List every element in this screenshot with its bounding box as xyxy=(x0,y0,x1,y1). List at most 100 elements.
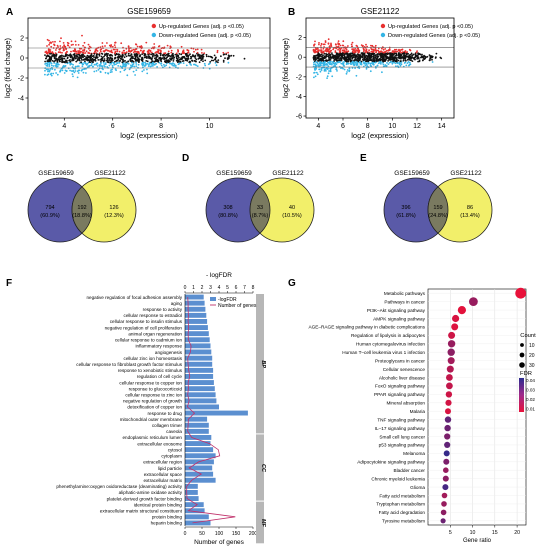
go-bar xyxy=(185,483,198,489)
ma-point xyxy=(317,52,320,55)
ma-point xyxy=(182,50,185,52)
ma-point xyxy=(358,67,361,70)
y-axis-label: log2 (fold change) xyxy=(281,37,290,98)
ma-point xyxy=(60,56,63,58)
ma-point xyxy=(351,50,354,53)
ma-point xyxy=(147,65,150,67)
top-tick-label: 3 xyxy=(209,285,212,291)
ma-point xyxy=(74,40,77,43)
ma-point xyxy=(196,65,199,67)
ma-point xyxy=(111,64,114,67)
ma-point xyxy=(165,59,168,62)
ma-point xyxy=(107,53,109,55)
ma-point xyxy=(172,52,174,55)
ma-point xyxy=(95,49,98,51)
ma-point xyxy=(91,62,93,65)
ma-point xyxy=(313,51,315,53)
ma-point xyxy=(339,54,342,56)
ma-point xyxy=(328,63,331,65)
legend-down-swatch xyxy=(380,32,386,38)
ma-point xyxy=(220,55,222,58)
go-term-label: extracellular matrix xyxy=(143,478,182,483)
ma-point xyxy=(67,67,70,70)
ma-point xyxy=(395,54,398,57)
ma-point xyxy=(131,61,133,64)
ma-point xyxy=(397,56,400,59)
ma-point xyxy=(314,40,316,43)
ma-point xyxy=(204,64,207,67)
fdr-legend-label: 0.02 xyxy=(526,397,535,402)
ma-point xyxy=(61,69,64,72)
x-tick-label: 15 xyxy=(492,530,498,536)
go-bar xyxy=(185,416,208,422)
ma-point xyxy=(173,63,176,66)
ma-point xyxy=(69,56,72,59)
ma-point xyxy=(122,46,124,49)
ma-point xyxy=(189,61,192,63)
ma-point xyxy=(411,60,414,62)
ma-point xyxy=(414,53,417,55)
ma-point xyxy=(69,59,71,61)
ma-point xyxy=(352,54,355,57)
ma-point xyxy=(55,49,57,51)
ma-point xyxy=(387,57,390,60)
ma-point xyxy=(165,61,168,64)
ma-point xyxy=(146,62,149,65)
ma-point xyxy=(320,61,323,64)
ma-point xyxy=(148,61,151,64)
pathway-bubble xyxy=(444,433,451,440)
ma-point xyxy=(134,54,136,57)
ma-point xyxy=(344,58,347,61)
ma-point xyxy=(52,72,55,75)
ma-point xyxy=(45,55,48,58)
ma-point xyxy=(318,68,321,71)
ma-point xyxy=(70,54,73,57)
ma-point xyxy=(222,59,225,62)
pathway-label: Bladder cancer xyxy=(393,468,425,473)
ma-point xyxy=(157,45,160,48)
panel-letter-e: E xyxy=(360,153,367,164)
ma-point xyxy=(75,55,78,57)
ma-point xyxy=(370,48,373,51)
ma-point xyxy=(106,59,109,61)
ma-point xyxy=(57,63,59,66)
ma-point xyxy=(160,60,163,63)
ma-point xyxy=(132,61,135,63)
ma-point xyxy=(150,51,153,54)
ma-point xyxy=(111,45,114,48)
ma-point xyxy=(365,49,368,51)
ma-point xyxy=(46,45,48,47)
ma-point xyxy=(355,74,358,77)
ma-point xyxy=(396,50,399,53)
ma-point xyxy=(94,50,96,53)
panel-letter-d: D xyxy=(182,153,189,164)
ma-point xyxy=(111,71,113,73)
ma-point xyxy=(162,53,165,56)
ma-point xyxy=(314,75,317,78)
ma-point xyxy=(357,60,360,63)
ma-point xyxy=(169,57,171,60)
ma-point xyxy=(315,71,318,74)
venn-both-pct: (8.7%) xyxy=(252,213,269,219)
ma-point xyxy=(243,57,246,60)
ma-point xyxy=(99,59,102,61)
ma-point xyxy=(189,53,191,56)
ma-point xyxy=(152,54,154,57)
ma-point xyxy=(422,55,424,58)
go-term-label: protein binding xyxy=(152,515,183,520)
ma-point xyxy=(337,59,339,62)
venn-overlap xyxy=(249,186,271,234)
ma-point xyxy=(152,61,154,64)
ma-point xyxy=(107,72,110,75)
x-tick-label: 10 xyxy=(388,123,396,130)
ma-point xyxy=(54,40,56,43)
ma-point xyxy=(72,43,74,46)
ma-point xyxy=(203,52,206,55)
ma-point xyxy=(409,57,412,60)
ma-point xyxy=(405,55,407,58)
ma-point xyxy=(56,73,59,76)
ma-point xyxy=(321,56,324,59)
ma-point xyxy=(214,62,217,64)
fdr-legend-label: 0.04 xyxy=(526,378,535,383)
pathway-bubble xyxy=(443,467,449,474)
